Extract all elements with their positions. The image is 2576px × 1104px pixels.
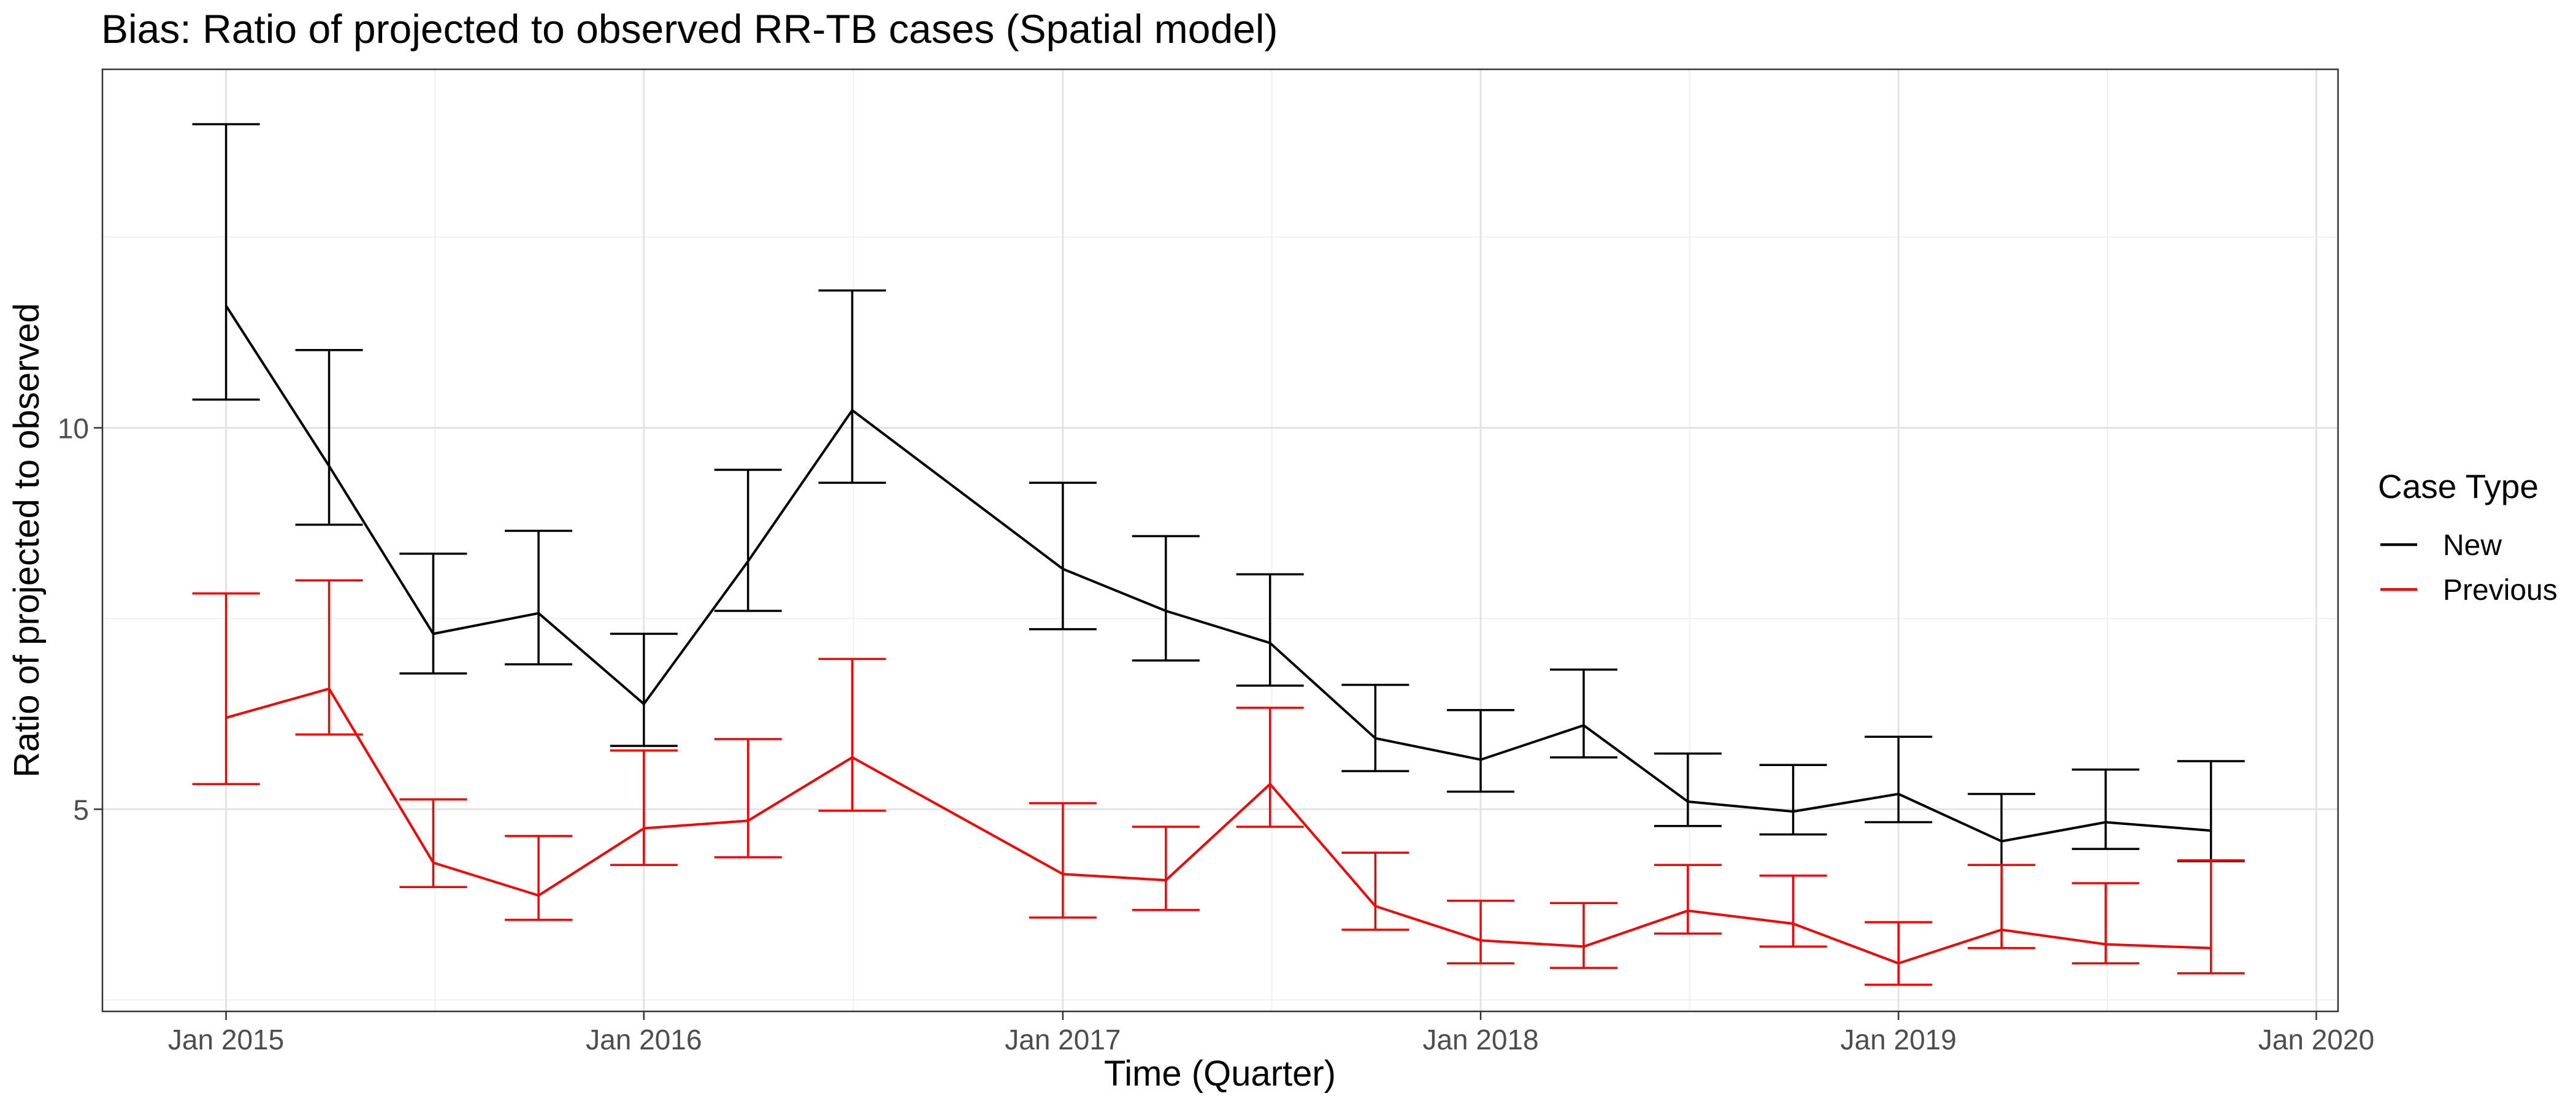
- plot-border: [101, 68, 2339, 1013]
- y-axis-label: Ratio of projected to observed: [7, 303, 47, 778]
- plot-panel: [101, 68, 2339, 1013]
- legend-label-new: New: [2443, 529, 2502, 562]
- y-tick-label: 5: [73, 794, 89, 826]
- x-tick-label: Jan 2016: [586, 1024, 702, 1056]
- series-previous: [192, 579, 2245, 986]
- legend-entries: New Previous: [2380, 529, 2558, 607]
- series-layer: [192, 123, 2245, 986]
- legend-title: Case Type: [2378, 467, 2539, 505]
- y-tick-label: 10: [58, 413, 89, 445]
- x-tick-label: Jan 2015: [168, 1024, 284, 1056]
- x-tick-label: Jan 2018: [1422, 1024, 1538, 1056]
- new-series-line: [224, 305, 2211, 843]
- previous-series-line: [226, 687, 2211, 965]
- series-new: [192, 123, 2245, 866]
- x-axis-label: Time (Quarter): [1104, 1054, 1336, 1094]
- x-tick-label: Jan 2017: [1005, 1024, 1121, 1056]
- minor-gridlines: [102, 69, 2338, 1011]
- legend-label-previous: Previous: [2443, 574, 2558, 607]
- y-axis: 5 10: [58, 413, 102, 826]
- x-tick-label: Jan 2020: [2258, 1024, 2374, 1056]
- x-axis: Jan 2015 Jan 2016 Jan 2017 Jan 2018 Jan 2019…: [168, 1011, 2374, 1056]
- plot-background: [102, 69, 2338, 1011]
- legend: Case Type New Previous: [2378, 467, 2558, 607]
- x-tick-label: Jan 2019: [1841, 1024, 1957, 1056]
- chart-title: Bias: Ratio of projected to observed RR-…: [101, 6, 1278, 52]
